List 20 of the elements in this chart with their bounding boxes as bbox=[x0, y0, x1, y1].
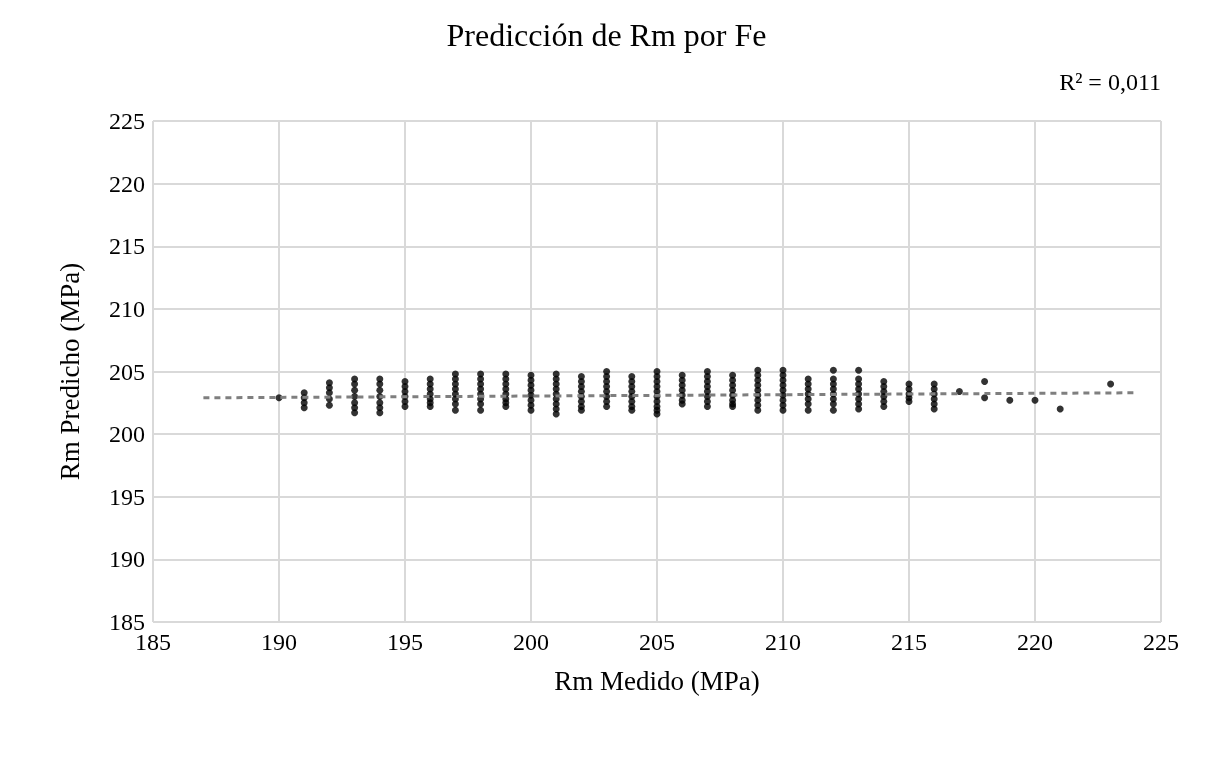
y-tick-label: 220 bbox=[109, 170, 145, 197]
y-tick-label: 205 bbox=[109, 358, 145, 385]
x-tick-label: 205 bbox=[639, 629, 675, 655]
x-tick-label: 200 bbox=[513, 629, 549, 655]
x-tick-label: 225 bbox=[1143, 629, 1179, 655]
text: R² = 0,011 bbox=[1059, 69, 1162, 95]
x-axis-title: Rm Medido (MPa) bbox=[554, 665, 760, 696]
y-tick-label: 225 bbox=[109, 108, 145, 134]
y-tick-label: 195 bbox=[109, 483, 145, 510]
y-tick-label: 190 bbox=[109, 546, 145, 573]
chart-title: Predicción de Rm por Fe bbox=[446, 17, 767, 53]
x-tick-label: 220 bbox=[1017, 629, 1053, 655]
y-tick-label: 200 bbox=[109, 421, 145, 448]
x-tick-label: 215 bbox=[891, 629, 927, 655]
x-tick-label: 195 bbox=[387, 629, 423, 655]
y-tick-label: 215 bbox=[109, 233, 145, 260]
x-tick-label: 210 bbox=[765, 629, 801, 655]
y-tick-label: 210 bbox=[109, 295, 145, 322]
y-axis-title: Rm Predicho (MPa) bbox=[54, 262, 85, 481]
x-tick-label: 190 bbox=[261, 629, 297, 655]
